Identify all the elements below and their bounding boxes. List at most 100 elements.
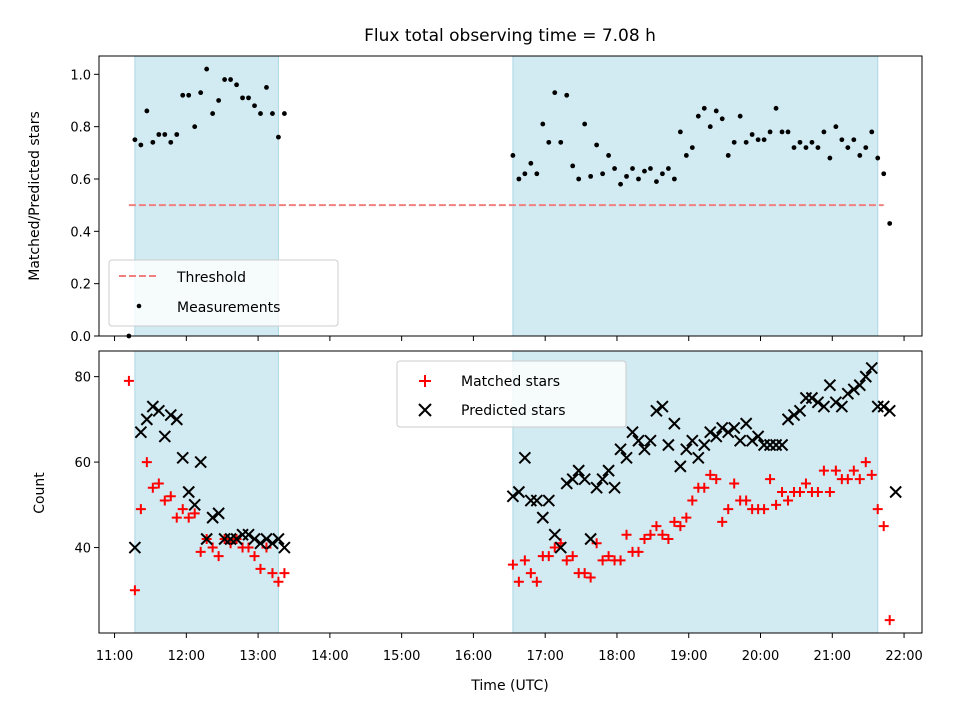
predicted-star-point-83 xyxy=(847,383,861,396)
bottom-legend-box xyxy=(396,360,627,428)
measurement-point-14 xyxy=(210,111,216,116)
matched-star-point-48 xyxy=(633,546,644,557)
measurement-point-1 xyxy=(132,137,138,143)
measurement-point-85 xyxy=(857,153,863,158)
matched-star-point-90 xyxy=(884,615,895,626)
measurement-point-79 xyxy=(821,129,827,135)
measurement-point-58 xyxy=(695,113,701,119)
bottom-y-tick-label-0: 40 xyxy=(74,542,91,557)
matched-star-point-42 xyxy=(597,555,608,566)
matched-star-point-27 xyxy=(507,559,518,570)
top-x-ticks xyxy=(114,336,905,341)
matched-star-point-33 xyxy=(543,551,554,562)
predicted-star-point-54 xyxy=(674,460,687,473)
matched-star-point-81 xyxy=(830,465,841,476)
predicted-star-point-2 xyxy=(140,413,154,426)
matched-star-point-23 xyxy=(261,542,272,553)
measurement-point-7 xyxy=(168,139,174,145)
predicted-star-point-52 xyxy=(662,438,675,452)
measurement-point-86 xyxy=(863,145,869,150)
bottom-axes-frame xyxy=(98,350,923,634)
bottom-y-tick-label-1: 60 xyxy=(74,456,91,471)
x-tick-label-2: 13:00 xyxy=(239,649,276,664)
measurement-point-74 xyxy=(791,145,797,150)
matched-star-point-2 xyxy=(135,504,146,515)
matched-star-point-26 xyxy=(279,568,290,579)
bottom-legend: Matched stars Predicted stars xyxy=(396,360,627,428)
x-tick-label-6: 17:00 xyxy=(526,649,563,664)
matched-star-point-56 xyxy=(681,512,692,523)
predicted-star-point-13 xyxy=(206,511,219,524)
predicted-star-point-8 xyxy=(176,451,189,465)
matched-star-point-69 xyxy=(759,504,770,515)
legend-matched-swatch xyxy=(419,375,431,387)
predicted-star-point-88 xyxy=(877,400,890,413)
predicted-star-point-85 xyxy=(859,370,872,383)
predicted-star-point-59 xyxy=(704,425,717,439)
predicted-star-point-77 xyxy=(811,396,825,409)
measurement-point-20 xyxy=(246,95,251,101)
measurement-point-56 xyxy=(683,153,689,158)
predicted-star-point-26 xyxy=(506,490,520,503)
predicted-star-point-82 xyxy=(841,387,855,400)
top-legend-box xyxy=(108,259,339,327)
bottom-y-tick-label-2: 80 xyxy=(74,371,91,386)
x-tick-label-10: 21:00 xyxy=(814,649,851,664)
matched-star-point-73 xyxy=(783,495,794,506)
x-tick-label-1: 12:00 xyxy=(168,649,205,664)
matched-star-point-72 xyxy=(777,487,788,497)
matched-star-point-60 xyxy=(705,469,716,480)
matched-star-point-25 xyxy=(273,576,284,587)
matched-star-point-89 xyxy=(878,521,889,532)
matched-star-point-14 xyxy=(207,542,218,553)
measurement-point-2 xyxy=(138,142,144,148)
matched-star-point-59 xyxy=(699,482,710,493)
measurement-point-4 xyxy=(150,139,156,145)
top-y-tick-label-1: 0.2 xyxy=(70,278,91,293)
predicted-star-point-55 xyxy=(680,443,693,456)
matched-star-point-29 xyxy=(519,555,530,566)
measurement-point-36 xyxy=(564,92,570,98)
matched-star-point-37 xyxy=(567,551,578,562)
matched-star-point-61 xyxy=(711,474,722,485)
matched-star-point-9 xyxy=(177,504,188,515)
measurement-point-70 xyxy=(767,129,773,135)
matched-star-point-7 xyxy=(165,491,176,502)
legend-threshold-label: Threshold xyxy=(176,270,246,286)
matched-star-point-53 xyxy=(663,534,674,544)
matched-star-point-12 xyxy=(195,546,206,557)
predicted-star-point-67 xyxy=(751,430,765,443)
measurement-point-83 xyxy=(845,145,851,150)
matched-star-point-10 xyxy=(183,512,194,523)
matched-star-point-50 xyxy=(645,529,656,540)
measurement-point-27 xyxy=(510,153,516,158)
measurement-point-54 xyxy=(671,176,677,182)
bottom-x-axis: 11:00 12:00 13:00 14:00 15:00 16:00 17:00 18:00… xyxy=(96,633,923,664)
measurement-point-34 xyxy=(552,90,558,96)
matched-star-point-49 xyxy=(639,534,650,544)
matched-star-point-86 xyxy=(860,457,871,468)
measurement-point-84 xyxy=(851,137,857,143)
measurement-point-89 xyxy=(881,171,887,177)
predicted-star-point-17 xyxy=(230,532,243,546)
legend-predicted-swatch xyxy=(418,403,432,417)
predicted-star-point-49 xyxy=(644,434,657,447)
predicted-star-point-41 xyxy=(596,472,609,486)
predicted-star-point-64 xyxy=(733,434,747,447)
matched-star-point-75 xyxy=(794,487,805,497)
predicted-star-point-24 xyxy=(272,532,285,546)
measurement-point-28 xyxy=(516,176,522,182)
measurement-point-64 xyxy=(731,139,737,145)
measurement-point-45 xyxy=(618,181,623,187)
predicted-star-point-11 xyxy=(194,455,207,469)
matched-star-point-46 xyxy=(621,529,632,540)
measurement-point-23 xyxy=(264,85,269,90)
top-shaded-interval-1 xyxy=(512,55,879,337)
predicted-star-point-38 xyxy=(578,472,591,486)
predicted-star-point-1 xyxy=(134,425,148,439)
measurement-point-17 xyxy=(228,77,233,82)
x-tick-label-7: 18:00 xyxy=(598,649,635,664)
top-y-tick-label-3: 0.6 xyxy=(70,173,91,188)
matched-star-point-8 xyxy=(171,512,182,523)
